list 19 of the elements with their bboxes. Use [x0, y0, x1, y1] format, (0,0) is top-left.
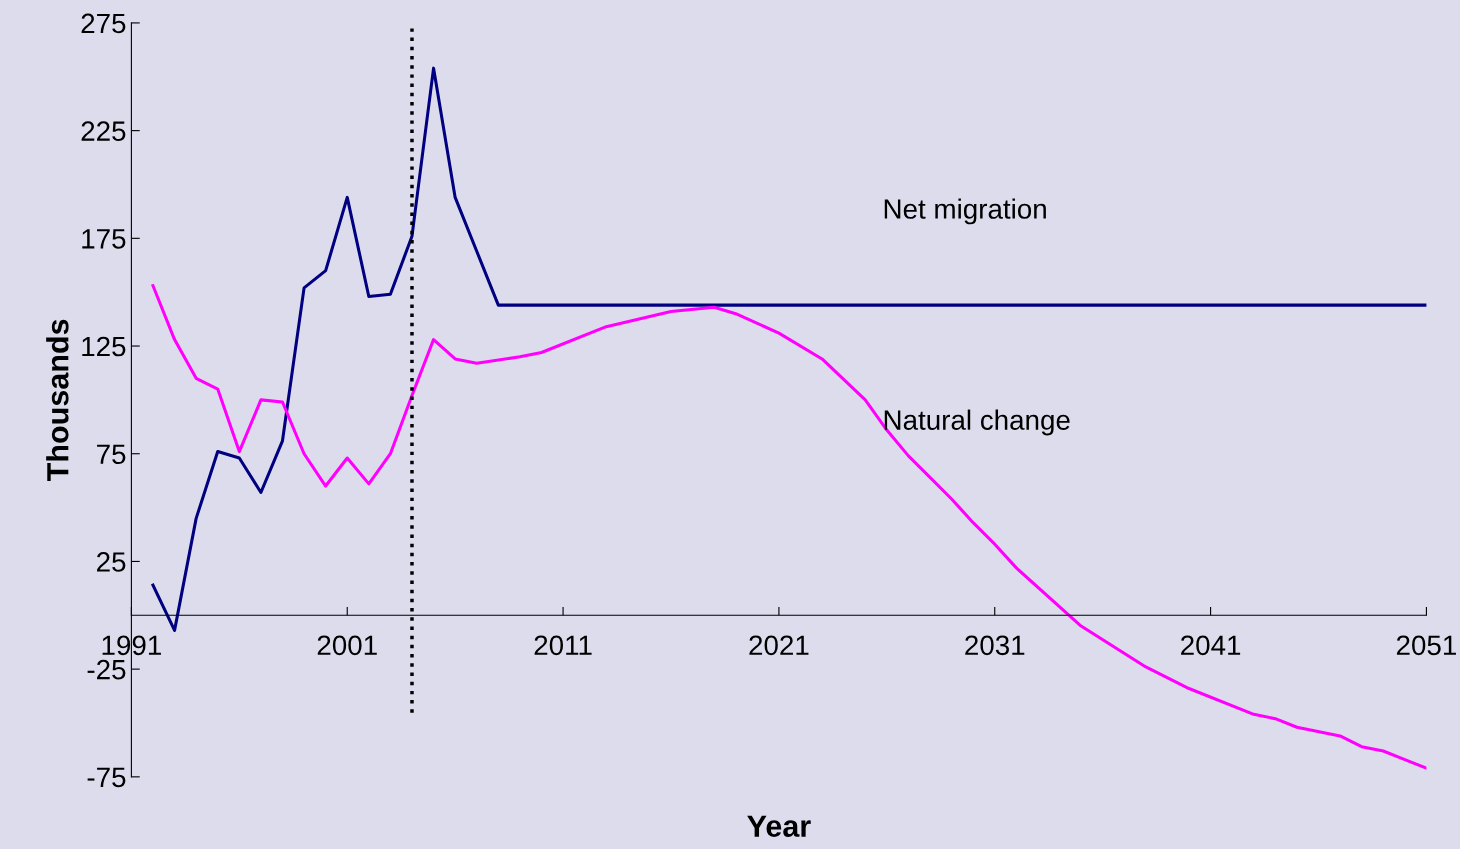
y-tick-label: 25 [97, 552, 126, 572]
x-tick-label: 2011 [534, 635, 592, 656]
x-axis-title: Year [747, 815, 811, 837]
y-tick-label: -25 [87, 659, 126, 680]
line-series [151, 66, 1427, 632]
x-tick-label: 2051 [1396, 635, 1456, 656]
x-tick-label: 2041 [1181, 635, 1241, 656]
y-tick-label: -75 [87, 767, 126, 788]
y-tick-label: 75 [97, 444, 126, 465]
y-tick-label: 275 [81, 13, 126, 34]
x-tick-label: 2031 [965, 635, 1025, 656]
y-axis-title: Thousands [46, 319, 69, 482]
x-tick-label: 2001 [317, 635, 377, 656]
y-tick-label: 225 [81, 121, 126, 141]
text: Net migration [884, 198, 1046, 225]
y-tick-label: 125 [82, 336, 126, 357]
y-tick-label: 175 [82, 229, 126, 249]
series-label: Natural change [884, 409, 1070, 436]
x-tick-label: 2021 [749, 635, 809, 656]
